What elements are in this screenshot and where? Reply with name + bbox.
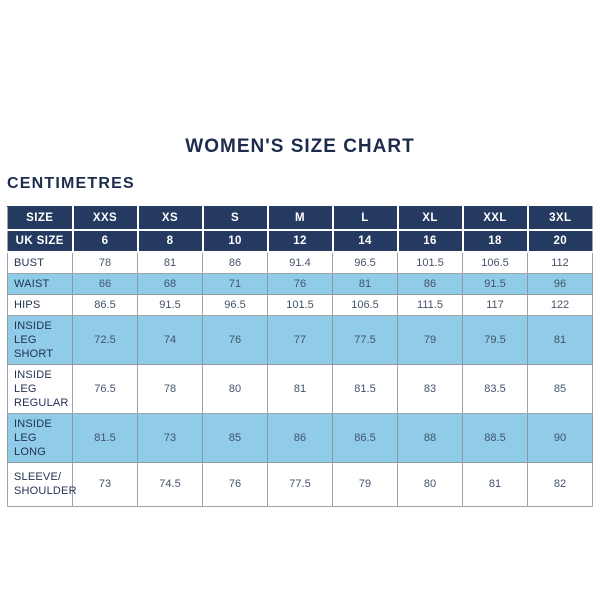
measurement-value-cell: 73	[137, 412, 203, 463]
measurement-value-cell: 111.5	[397, 293, 463, 316]
measurement-value-cell: 86.5	[332, 412, 398, 463]
measurement-value-cell: 73	[72, 461, 138, 507]
header-size-cell: 18	[461, 228, 529, 253]
measurement-row: HIPS 86.5 91.5 96.5 101.5 106.5 111.5 117 122	[7, 293, 593, 316]
measurement-value-cell: 66	[72, 272, 138, 295]
header-size-cell: XXL	[461, 206, 529, 231]
measurement-value-cell: 76	[202, 461, 268, 507]
measurement-value-cell: 80	[397, 461, 463, 507]
measurement-value-cell: 101.5	[397, 251, 463, 274]
header-row-label: SIZE	[7, 206, 74, 231]
measurement-value-cell: 81	[462, 461, 528, 507]
measurement-value-cell: 81	[527, 314, 593, 365]
measurement-value-cell: 91.4	[267, 251, 333, 274]
measurement-value-cell: 68	[137, 272, 203, 295]
size-chart-table: SIZE XXS XS S M L XL XXL 3XL UK SIZE 6 8 10 12 14 16 18 2…	[7, 206, 593, 507]
header-row-label: UK SIZE	[7, 228, 74, 253]
header-size-cell: S	[201, 206, 269, 231]
measurement-value-cell: 83.5	[462, 363, 528, 414]
measurement-value-cell: 77.5	[332, 314, 398, 365]
measurement-value-cell: 81	[267, 363, 333, 414]
measurement-value-cell: 88.5	[462, 412, 528, 463]
measurement-value-cell: 77.5	[267, 461, 333, 507]
measurement-value-cell: 81	[332, 272, 398, 295]
measurement-value-cell: 101.5	[267, 293, 333, 316]
measurement-value-cell: 72.5	[72, 314, 138, 365]
header-size-cell: XXS	[71, 206, 139, 231]
header-size-cell: 3XL	[526, 206, 593, 231]
measurement-value-cell: 86	[202, 251, 268, 274]
header-size-cell: 6	[71, 228, 139, 253]
page-title: WOMEN'S SIZE CHART	[185, 136, 415, 157]
measurement-row: INSIDE LEG SHORT 72.5 74 76 77 77.5 79 79.5 81	[7, 314, 593, 365]
measurement-row-label: INSIDE LEG SHORT	[7, 314, 73, 365]
measurement-row: WAIST 66 68 71 76 81 86 91.5 96	[7, 272, 593, 295]
measurement-value-cell: 74	[137, 314, 203, 365]
measurement-value-cell: 85	[202, 412, 268, 463]
measurement-value-cell: 83	[397, 363, 463, 414]
measurement-value-cell: 117	[462, 293, 528, 316]
measurement-value-cell: 106.5	[332, 293, 398, 316]
measurement-row: BUST 78 81 86 91.4 96.5 101.5 106.5 112	[7, 251, 593, 274]
header-size-cell: 12	[266, 228, 334, 253]
measurement-value-cell: 88	[397, 412, 463, 463]
header-size-cell: 8	[136, 228, 204, 253]
header-size-cell: M	[266, 206, 334, 231]
header-size-cell: 14	[331, 228, 399, 253]
measurement-value-cell: 91.5	[462, 272, 528, 295]
measurement-value-cell: 74.5	[137, 461, 203, 507]
measurement-value-cell: 106.5	[462, 251, 528, 274]
measurement-row-label: BUST	[7, 251, 73, 274]
measurement-value-cell: 86.5	[72, 293, 138, 316]
uk-size-header-row: UK SIZE 6 8 10 12 14 16 18 20	[7, 228, 593, 253]
measurement-row-label: SLEEVE/ SHOULDER	[7, 461, 77, 507]
measurement-value-cell: 90	[527, 412, 593, 463]
header-size-cell: XS	[136, 206, 204, 231]
unit-label: CENTIMETRES	[7, 175, 135, 192]
measurement-value-cell: 81.5	[332, 363, 398, 414]
measurement-value-cell: 79	[397, 314, 463, 365]
measurement-row: INSIDE LEG REGULAR 76.5 78 80 81 81.5 83 83.5 85	[7, 363, 593, 414]
measurement-value-cell: 71	[202, 272, 268, 295]
measurement-value-cell: 76	[202, 314, 268, 365]
measurement-value-cell: 96.5	[332, 251, 398, 274]
measurement-value-cell: 80	[202, 363, 268, 414]
header-size-cell: 16	[396, 228, 464, 253]
measurement-value-cell: 79.5	[462, 314, 528, 365]
measurement-value-cell: 96	[527, 272, 593, 295]
measurement-row: INSIDE LEG LONG 81.5 73 85 86 86.5 88 88.5 90	[7, 412, 593, 463]
measurement-value-cell: 76	[267, 272, 333, 295]
measurement-row-label: INSIDE LEG LONG	[7, 412, 73, 463]
measurement-value-cell: 85	[527, 363, 593, 414]
measurement-value-cell: 81.5	[72, 412, 138, 463]
measurement-value-cell: 86	[267, 412, 333, 463]
measurement-value-cell: 81	[137, 251, 203, 274]
measurement-row-label: HIPS	[7, 293, 73, 316]
measurement-value-cell: 86	[397, 272, 463, 295]
measurement-value-cell: 96.5	[202, 293, 268, 316]
header-size-cell: 20	[526, 228, 593, 253]
measurement-row-label: INSIDE LEG REGULAR	[7, 363, 73, 414]
measurement-value-cell: 91.5	[137, 293, 203, 316]
size-chart-page: WOMEN'S SIZE CHART CENTIMETRES SIZE XXS XS…	[0, 136, 600, 600]
measurement-value-cell: 79	[332, 461, 398, 507]
measurement-value-cell: 122	[527, 293, 593, 316]
header-size-cell: L	[331, 206, 399, 231]
header-size-cell: 10	[201, 228, 269, 253]
measurement-row-label: WAIST	[7, 272, 73, 295]
header-size-cell: XL	[396, 206, 464, 231]
measurement-value-cell: 77	[267, 314, 333, 365]
measurement-value-cell: 82	[527, 461, 593, 507]
measurement-value-cell: 112	[527, 251, 593, 274]
measurement-value-cell: 76.5	[72, 363, 138, 414]
measurement-value-cell: 78	[72, 251, 138, 274]
size-header-row: SIZE XXS XS S M L XL XXL 3XL	[7, 206, 593, 231]
measurement-row: SLEEVE/ SHOULDER 73 74.5 76 77.5 79 80 81 82	[7, 461, 593, 507]
measurement-value-cell: 78	[137, 363, 203, 414]
